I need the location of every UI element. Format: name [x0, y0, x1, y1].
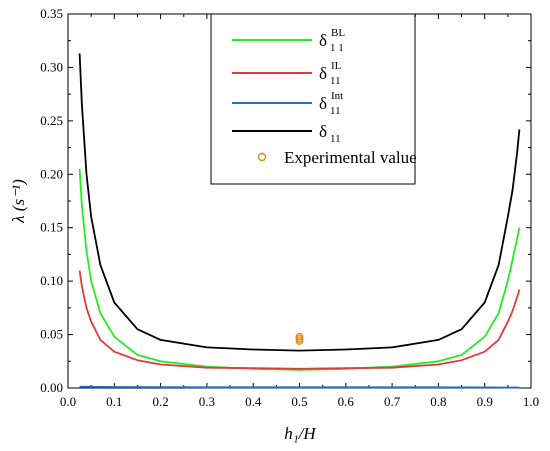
legend-label-experimental: Experimental value	[284, 148, 417, 167]
x-tick-label: 0.2	[152, 394, 168, 409]
legend-swatch-experimental	[257, 152, 267, 162]
x-tick-label: 0.1	[106, 394, 122, 409]
legend-label-2: δ	[319, 94, 327, 113]
legend-sub-2: 11	[330, 105, 341, 117]
legend-sub-0: 1 1	[330, 42, 344, 54]
series-line-1	[78, 270, 521, 370]
x-tick-label: 0.3	[199, 394, 215, 409]
tick-labels: 0.0 0.1 0.2 0.3 0.4 0.5 0.6 0.7 0.8 0.9 1.0 0.00 0.0…	[40, 6, 539, 409]
x-tick-label: 0.5	[291, 394, 307, 409]
y-tick-label: 0.15	[40, 220, 63, 235]
legend-sup-0: BL	[331, 27, 345, 39]
y-axis-title: λ (s⁻¹)	[9, 179, 28, 224]
y-tick-label: 0.10	[40, 273, 63, 288]
x-tick-label: 0.6	[338, 394, 355, 409]
legend-label-0: δ	[319, 31, 327, 50]
legend-label-1: δ	[319, 64, 327, 83]
x-tick-label: 0.9	[477, 394, 493, 409]
scatter-layer	[295, 332, 304, 345]
y-tick-label: 0.20	[40, 166, 63, 181]
legend-sup-1: IL	[331, 60, 342, 72]
legend-sub-3: 11	[330, 133, 341, 145]
y-tick-label: 0.00	[40, 380, 63, 395]
legend-sub-1: 11	[330, 75, 341, 87]
x-tick-label: 0.0	[60, 394, 76, 409]
y-tick-label: 0.05	[40, 327, 63, 342]
series-line-2	[79, 385, 520, 389]
y-tick-label: 0.35	[40, 6, 63, 21]
x-tick-label: 0.7	[384, 394, 401, 409]
series-line-3	[78, 53, 521, 352]
y-tick-label: 0.25	[40, 113, 63, 128]
legend-sup-2: Int	[331, 90, 343, 102]
x-tick-label: 0.8	[430, 394, 446, 409]
y-tick-label: 0.30	[40, 59, 63, 74]
legend-label-3: δ	[319, 122, 327, 141]
series-layer	[78, 53, 521, 389]
x-tick-label: 1.0	[523, 394, 539, 409]
legend-box	[210, 13, 416, 185]
x-tick-label: 0.4	[245, 394, 262, 409]
experimental-point	[295, 337, 304, 345]
x-axis-title: h₁/H	[284, 424, 317, 443]
series-line-0	[78, 168, 521, 371]
